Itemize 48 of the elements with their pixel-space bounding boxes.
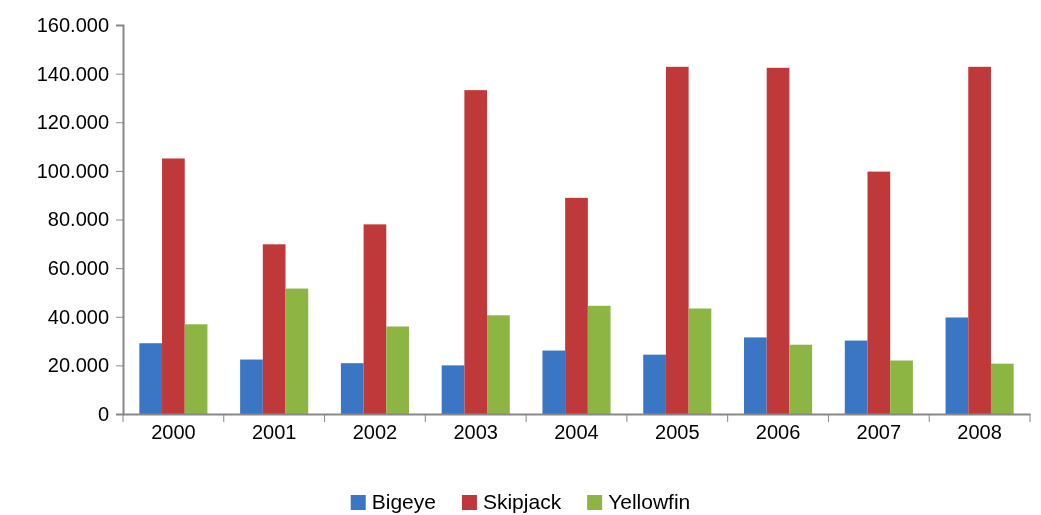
bar [542, 350, 566, 414]
y-tick-label: 160.000 [36, 13, 109, 36]
legend-label: Bigeye [371, 490, 436, 513]
bar [789, 344, 813, 414]
bar [363, 224, 387, 414]
bar [890, 360, 913, 414]
bar [162, 158, 185, 414]
bar [867, 171, 891, 414]
bar [665, 66, 689, 414]
y-tick-label: 120.000 [36, 111, 109, 134]
bar [744, 337, 767, 414]
legend-label: Skipjack [482, 490, 562, 513]
bar [844, 340, 868, 414]
bar [968, 66, 991, 414]
x-tick-label: 2001 [251, 421, 297, 443]
bar [487, 315, 510, 414]
y-tick-label: 20.000 [47, 354, 109, 377]
bar [688, 308, 712, 414]
y-tick-label: 40.000 [47, 305, 109, 328]
x-tick-label: 2003 [453, 421, 498, 443]
x-tick-label: 2006 [755, 421, 801, 443]
bar [285, 288, 309, 414]
bar [340, 363, 364, 414]
bar [464, 90, 488, 414]
legend-label: Yellowfin [608, 490, 691, 513]
bar [766, 67, 790, 414]
bar [386, 326, 409, 414]
bar [262, 244, 286, 414]
x-tick-label: 2004 [554, 421, 599, 443]
y-tick-label: 0 [97, 402, 109, 425]
y-tick-label: 140.000 [36, 62, 109, 85]
bar [945, 317, 969, 414]
bar [587, 305, 611, 414]
bar [990, 363, 1014, 414]
bar [643, 354, 666, 414]
x-tick-label: 2000 [151, 421, 196, 443]
x-tick-label: 2008 [957, 421, 1002, 443]
y-tick-label: 100.000 [36, 159, 109, 182]
bar [184, 324, 208, 414]
y-tick-label: 60.000 [47, 257, 109, 280]
x-tick-label: 2005 [655, 421, 700, 443]
bar [441, 365, 465, 414]
bar [139, 343, 163, 414]
bar [240, 359, 263, 414]
x-tick-label: 2007 [856, 421, 902, 443]
x-tick-label: 2002 [352, 421, 398, 443]
y-tick-label: 80.000 [47, 208, 109, 231]
bar [565, 197, 588, 414]
